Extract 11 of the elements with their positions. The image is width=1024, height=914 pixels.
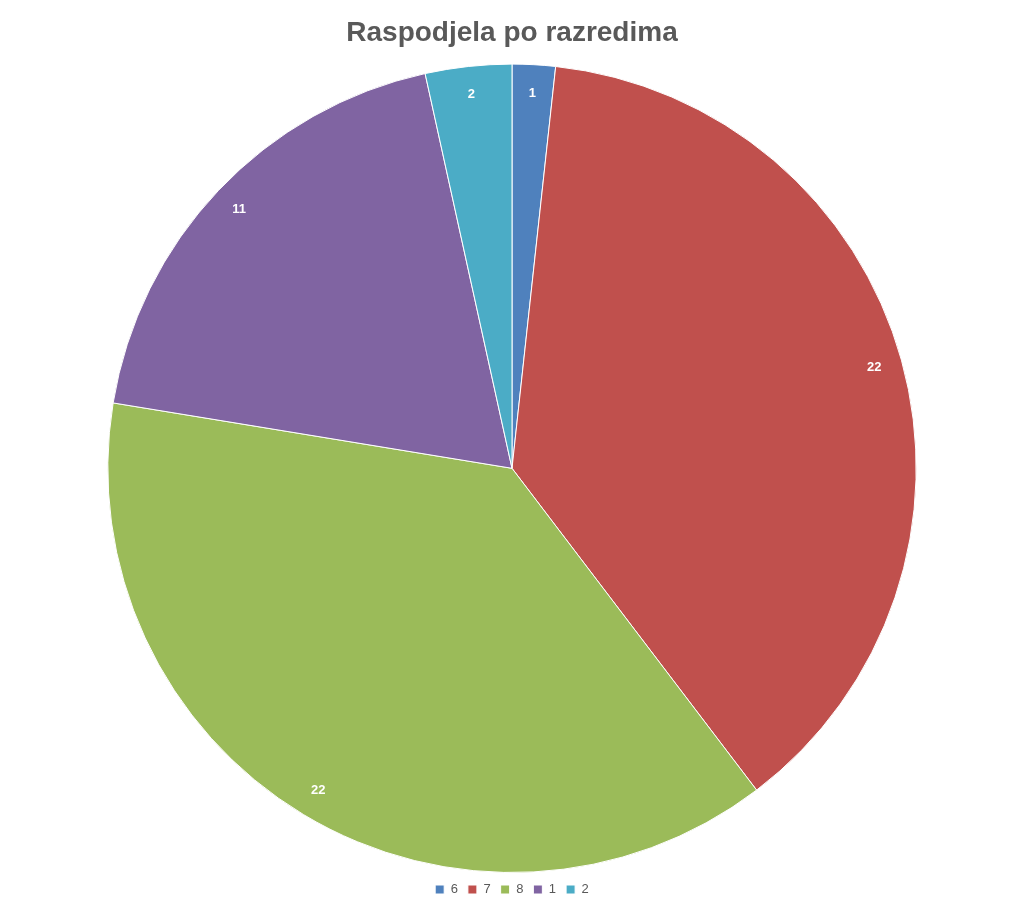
legend-label: 8 [516,881,524,897]
data-label: 11 [232,201,246,217]
legend-label: 6 [450,881,458,897]
legend-label: 7 [483,881,491,897]
chart-title: Raspodjela po razredima [346,15,679,47]
legend-label: 1 [548,881,557,897]
legend-label: 2 [581,881,589,897]
data-label: 22 [310,781,326,797]
data-label: 2 [467,86,475,102]
data-label: 1 [528,84,536,100]
data-label: 22 [866,359,882,375]
